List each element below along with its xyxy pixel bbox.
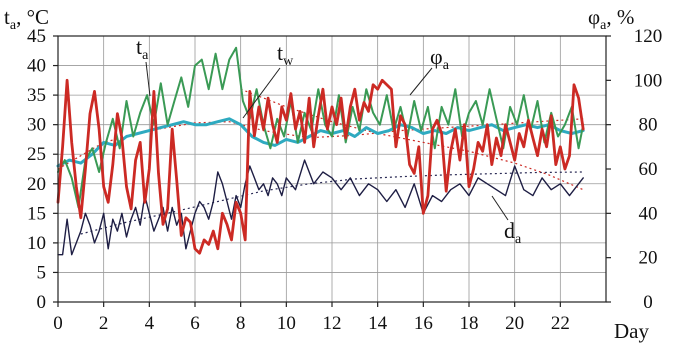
y-left-tick-label: 45: [27, 26, 46, 47]
left-axis-title: ta, °C: [4, 5, 49, 33]
y-left-tick-label: 30: [27, 115, 46, 136]
x-tick-label: 12: [323, 313, 342, 334]
y-right-tick-label: 60: [639, 159, 658, 180]
x-axis-title: Day: [614, 319, 649, 343]
y-left-tick-label: 15: [27, 203, 46, 224]
series-line-ta: [57, 46, 585, 209]
x-tick-label: 0: [53, 313, 63, 334]
series-line-tw: [56, 117, 585, 168]
y-right-tick-label: 80: [639, 115, 658, 136]
annotation-ta: ta: [136, 34, 149, 63]
x-tick-label: 6: [190, 313, 200, 334]
y-right-tick-label: 0: [643, 292, 653, 313]
y-left-tick-label: 10: [27, 233, 46, 254]
x-tick-label: 20: [505, 313, 524, 334]
annotation-tw: tw: [277, 40, 294, 69]
y-left-tick-label: 0: [37, 292, 47, 313]
annotation-da: da: [504, 218, 522, 247]
gridlines: [57, 35, 606, 303]
x-tick-label: 10: [277, 313, 296, 334]
axis-ticks: 0 2 4 6 8 10 12 14 16 18 20 22 0 5 10 15 20 25 30 35 40 45 0 20…: [27, 26, 662, 334]
y-left-tick-label: 25: [27, 144, 46, 165]
x-tick-label: 16: [414, 313, 433, 334]
annotation-da-leader: [491, 195, 509, 221]
y-right-tick-label: 120: [634, 26, 663, 47]
series-layer: [56, 46, 585, 256]
series-line-phi: [56, 78, 585, 255]
x-tick-label: 2: [99, 313, 109, 334]
y-right-tick-label: 20: [639, 248, 658, 269]
annotation-ta-leader: [145, 61, 151, 97]
annotation-phi-leader: [409, 67, 433, 96]
x-tick-label: 14: [368, 313, 388, 334]
y-right-tick-label: 100: [634, 70, 663, 91]
series-line-ta-trend: [240, 88, 584, 191]
right-axis-title: φa, %: [588, 5, 634, 33]
y-right-tick-label: 40: [639, 203, 658, 224]
x-tick-label: 18: [460, 313, 479, 334]
x-tick-label: 22: [551, 313, 570, 334]
y-left-tick-label: 5: [37, 262, 47, 283]
x-tick-label: 4: [145, 313, 155, 334]
y-left-tick-label: 40: [27, 56, 46, 77]
y-left-tick-label: 35: [27, 85, 46, 106]
y-left-tick-label: 20: [27, 174, 46, 195]
annotation-phi: φa: [430, 44, 450, 73]
annotation-tw-leader: [242, 67, 281, 119]
x-tick-label: 8: [236, 313, 246, 334]
